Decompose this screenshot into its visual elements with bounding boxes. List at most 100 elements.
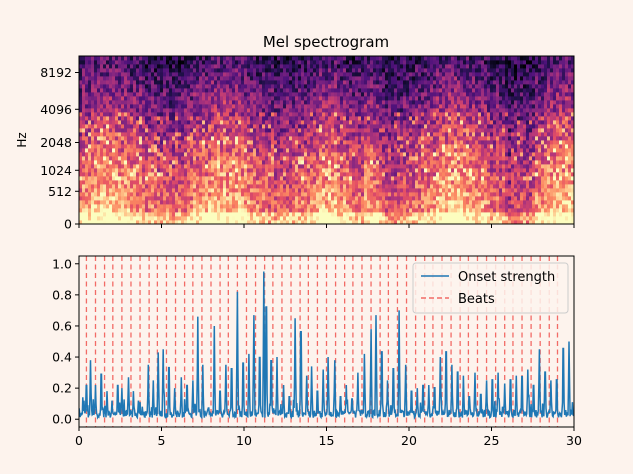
spectrogram-cell	[106, 220, 110, 224]
spectrogram-cell	[232, 96, 236, 101]
spectrogram-cell	[403, 160, 407, 165]
spectrogram-cell	[166, 108, 170, 113]
spectrogram-cell	[226, 136, 230, 141]
spectrogram-cell	[118, 116, 122, 121]
spectrogram-cell	[382, 88, 386, 93]
spectrogram-cell	[223, 168, 227, 173]
spectrogram-cell	[403, 176, 407, 181]
spectrogram-cell	[304, 72, 308, 77]
spectrogram-cell	[103, 152, 107, 157]
spectrogram-cell	[283, 180, 287, 185]
spectrogram-cell	[160, 56, 164, 61]
spectrogram-cell	[163, 164, 167, 169]
spectrogram-cell	[427, 64, 431, 69]
spectrogram-cell	[322, 216, 326, 221]
spectrogram-cell	[283, 112, 287, 117]
spectrogram-cell	[346, 152, 350, 157]
spectrogram-cell	[193, 68, 197, 73]
spectrogram-cell	[175, 180, 179, 185]
spectrogram-cell	[424, 120, 428, 125]
spectrogram-cell	[289, 160, 293, 165]
spectrogram-cell	[313, 100, 317, 105]
spectrogram-cell	[316, 76, 320, 81]
spectrogram-cell	[406, 140, 410, 145]
spectrogram-cell	[433, 124, 437, 129]
spectrogram-cell	[292, 216, 296, 221]
spectrogram-cell	[121, 220, 125, 224]
spectrogram-cell	[151, 80, 155, 85]
spectrogram-cell	[328, 216, 332, 221]
spectrogram-cell	[154, 212, 158, 217]
spectrogram-cell	[394, 204, 398, 209]
spectrogram-cell	[229, 216, 233, 221]
spectrogram-cell	[289, 136, 293, 141]
spectrogram-cell	[169, 60, 173, 65]
spectrogram-cell	[394, 220, 398, 224]
spectrogram-cell	[229, 76, 233, 81]
spectrogram-cell	[334, 68, 338, 73]
spectrogram-cell	[208, 92, 212, 97]
spectrogram-cell	[181, 96, 185, 101]
spectrogram-cell	[115, 192, 119, 197]
spectrogram-cell	[178, 104, 182, 109]
spectrogram-cell	[202, 184, 206, 189]
spectrogram-cell	[319, 80, 323, 85]
spectrogram-cell	[238, 220, 242, 224]
spectrogram-cell	[154, 120, 158, 125]
spectrogram-cell	[97, 132, 101, 137]
spectrogram-cell	[172, 60, 176, 65]
spectrogram-cell	[355, 200, 359, 205]
spectrogram-cell	[292, 212, 296, 217]
spectrogram-cell	[316, 144, 320, 149]
spectrogram-cell	[79, 64, 83, 69]
spectrogram-cell	[247, 72, 251, 77]
spectrogram-cell	[94, 120, 98, 125]
spectrogram-cell	[199, 120, 203, 125]
spectrogram-cell	[286, 64, 290, 69]
spectrogram-cell	[361, 104, 365, 109]
spectrogram-cell	[379, 164, 383, 169]
spectrogram-cell	[223, 116, 227, 121]
spectrogram-cell	[316, 160, 320, 165]
spectrogram-cell	[109, 208, 113, 213]
spectrogram-cell	[382, 76, 386, 81]
spectrogram-cell	[307, 216, 311, 221]
spectrogram-cell	[424, 200, 428, 205]
spectrogram-cell	[382, 72, 386, 77]
spectrogram-cell	[403, 172, 407, 177]
spectrogram-cell	[229, 220, 233, 224]
spectrogram-cell	[124, 212, 128, 217]
spectrogram-cell	[337, 156, 341, 161]
spectrogram-cell	[202, 216, 206, 221]
spectrogram-cell	[385, 100, 389, 105]
spectrogram-cell	[406, 148, 410, 153]
spectrogram-cell	[133, 208, 137, 213]
spectrogram-cell	[103, 64, 107, 69]
spectrogram-cell	[421, 60, 425, 65]
spectrogram-cell	[394, 168, 398, 173]
spectrogram-cell	[277, 156, 281, 161]
spectrogram-cell	[355, 128, 359, 133]
spectrogram-cell	[367, 100, 371, 105]
spectrogram-cell	[163, 120, 167, 125]
spectrogram-cell	[433, 104, 437, 109]
spectrogram-cell	[265, 176, 269, 181]
spectrogram-cell	[124, 204, 128, 209]
spectrogram-cell	[292, 76, 296, 81]
spectrogram-cell	[148, 116, 152, 121]
spectrogram-cell	[88, 132, 92, 137]
spectrogram-cell	[97, 192, 101, 197]
spectrogram-cell	[229, 116, 233, 121]
spectrogram-cell	[310, 88, 314, 93]
spectrogram-cell	[241, 112, 245, 117]
spectrogram-cell	[130, 76, 134, 81]
spectrogram-cell	[295, 72, 299, 77]
spectrogram-cell	[355, 220, 359, 224]
spectrogram-cell	[229, 156, 233, 161]
spectrogram-cell	[418, 200, 422, 205]
spectrogram-cell	[295, 172, 299, 177]
spectrogram-cell	[154, 92, 158, 97]
spectrogram-cell	[319, 116, 323, 121]
spectrogram-cell	[352, 124, 356, 129]
spectrogram-cell	[364, 144, 368, 149]
